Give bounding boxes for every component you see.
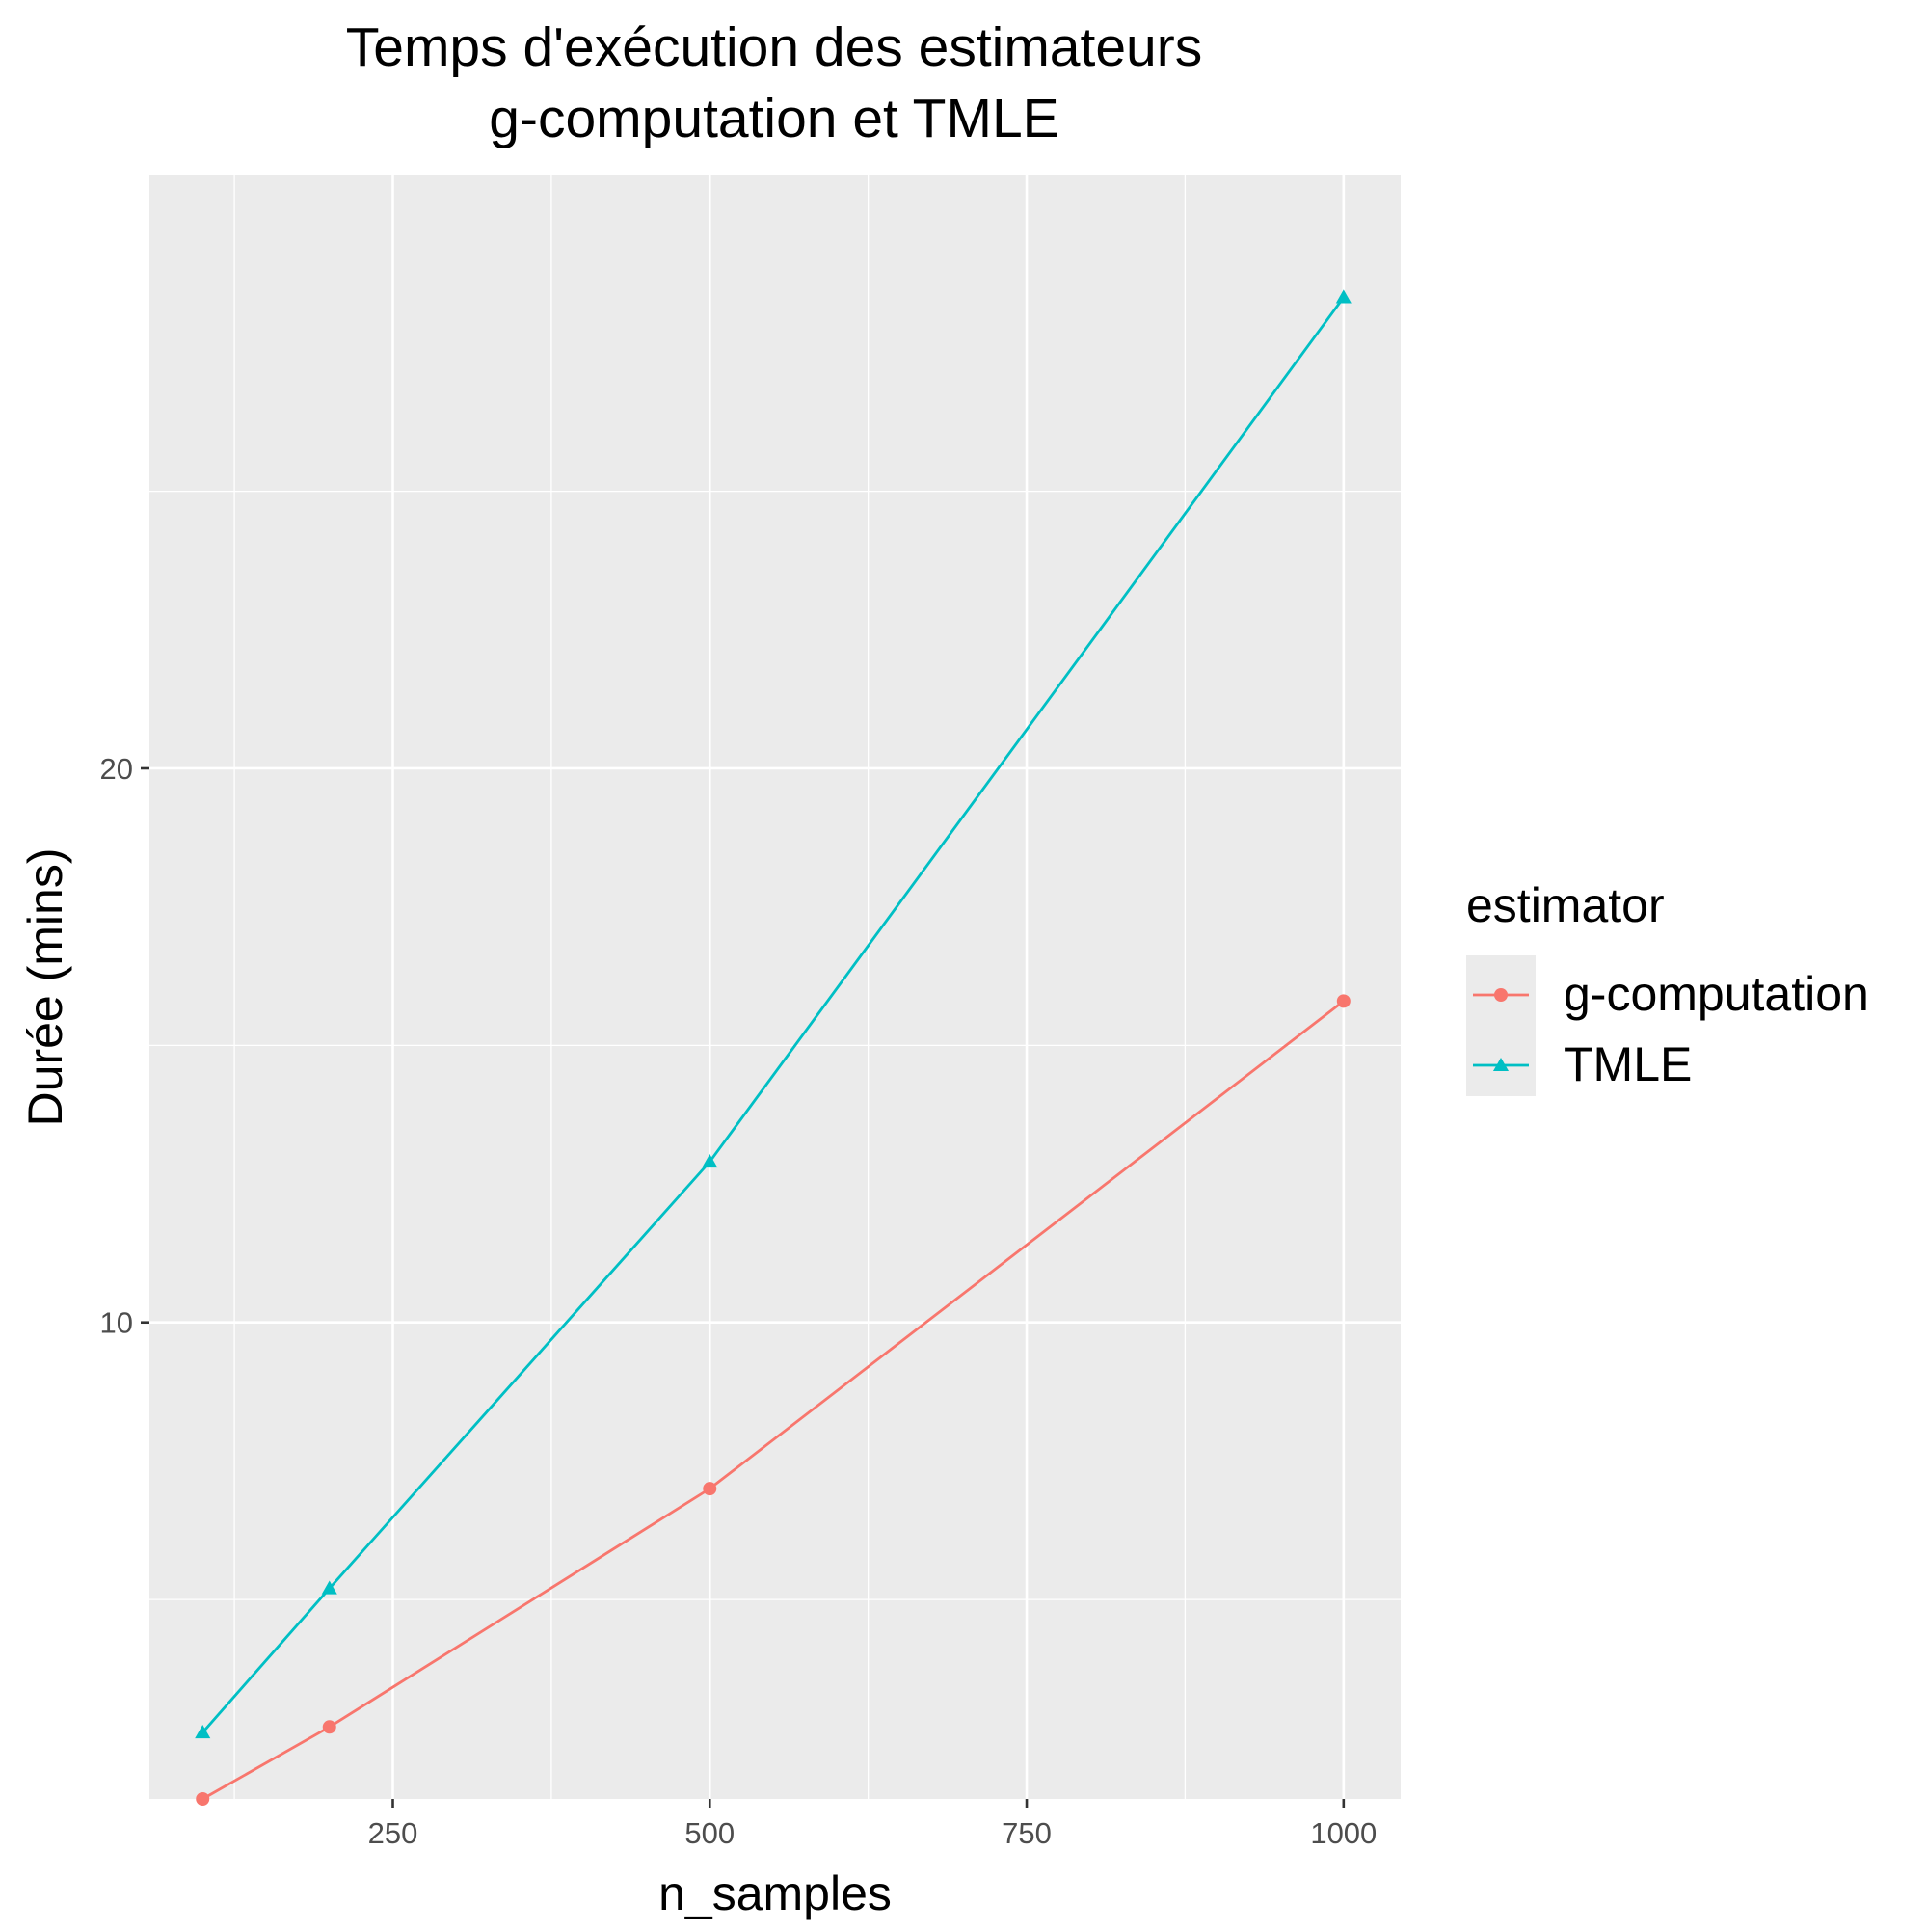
axes: 250 500 750 1000 10 20 bbox=[100, 752, 1378, 1850]
data-point-g-computation-200 bbox=[322, 1720, 336, 1734]
legend-key-marker-g-computation bbox=[1494, 988, 1508, 1002]
series-g-computation bbox=[196, 994, 1351, 1806]
series-line-tmle bbox=[201, 296, 1345, 1733]
x-tick-label-1000: 1000 bbox=[1310, 1816, 1377, 1850]
x-tick-label-250: 250 bbox=[368, 1816, 418, 1850]
x-tick-label-750: 750 bbox=[1002, 1816, 1052, 1850]
grid-lines bbox=[149, 175, 1401, 1799]
legend-keys bbox=[1473, 988, 1529, 1072]
data-series bbox=[195, 289, 1352, 1806]
y-tick-label-20: 20 bbox=[100, 752, 133, 786]
data-point-tmle-200 bbox=[321, 1580, 337, 1595]
data-point-g-computation-100 bbox=[196, 1792, 210, 1806]
x-axis-label: n_samples bbox=[658, 1866, 892, 1920]
data-point-g-computation-500 bbox=[703, 1482, 717, 1496]
chart-title-line-1: Temps d'exécution des estimateurs bbox=[346, 16, 1202, 78]
plot-panel bbox=[149, 175, 1401, 1799]
data-point-g-computation-1000 bbox=[1336, 994, 1351, 1008]
legend-label-g-computation: g-computation bbox=[1564, 967, 1869, 1021]
legend-label-tmle: TMLE bbox=[1564, 1037, 1692, 1091]
legend: estimator g-computation TMLE bbox=[1466, 878, 1869, 1096]
x-tick-label-500: 500 bbox=[684, 1816, 735, 1850]
data-point-tmle-100 bbox=[195, 1724, 211, 1739]
legend-key-background bbox=[1466, 955, 1536, 1096]
series-line-g-computation bbox=[201, 1000, 1345, 1801]
series-tmle bbox=[195, 289, 1352, 1739]
data-point-tmle-1000 bbox=[1335, 289, 1352, 304]
y-tick-label-10: 10 bbox=[100, 1306, 133, 1340]
chart-title-line-2: g-computation et TMLE bbox=[489, 88, 1058, 149]
y-axis-label: Durée (mins) bbox=[18, 848, 72, 1127]
legend-key-marker-tmle bbox=[1492, 1057, 1510, 1072]
legend-title: estimator bbox=[1466, 878, 1665, 932]
data-point-tmle-500 bbox=[702, 1153, 718, 1168]
